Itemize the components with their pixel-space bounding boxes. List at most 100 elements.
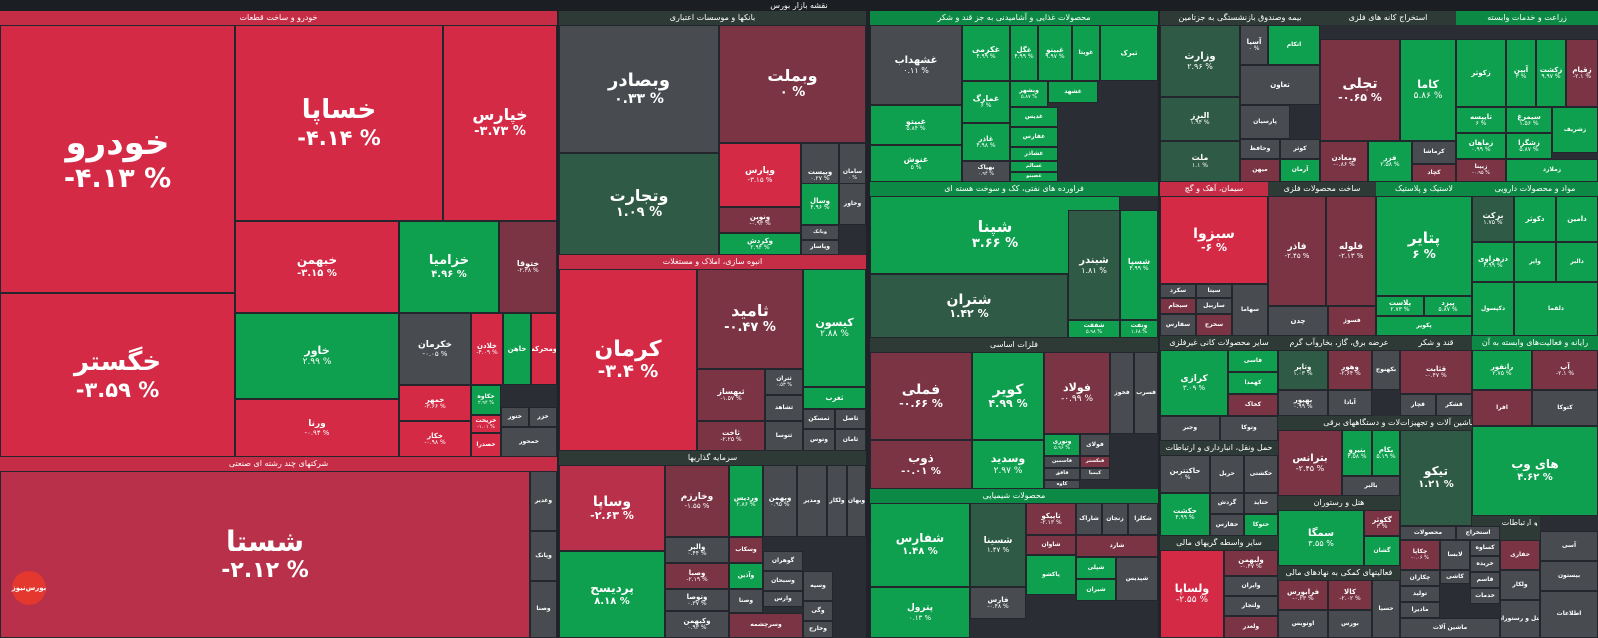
stock-tile[interactable]: قثابت -۰.۴۷ % [1400,350,1472,394]
stock-tile[interactable]: حسیا [1372,580,1400,638]
stock-tile[interactable]: سکرد [1160,284,1196,298]
sector-header[interactable]: قند و شکر [1400,336,1472,350]
stock-tile[interactable]: وسیه [803,571,833,601]
stock-tile[interactable]: ولکار [1500,570,1540,600]
stock-tile[interactable]: ولتجار [1224,596,1278,616]
stock-tile[interactable]: ذوب -۰.۰۱ % [870,440,972,489]
stock-tile[interactable]: وساپا -۲.۶۳ % [559,465,665,551]
stock-tile[interactable]: گکوثر ۳ % [1364,510,1400,536]
stock-tile[interactable]: ثمسکن [803,409,835,429]
stock-tile[interactable]: وسکاب [729,537,763,563]
stock-tile[interactable]: تولید [1400,586,1440,602]
sector-header[interactable]: لاستیک و پلاستیک [1376,182,1472,196]
stock-tile[interactable]: وایران [1224,576,1278,596]
stock-tile[interactable]: حفاری [1500,540,1540,570]
stock-tile[interactable]: زقیام -۲.۱ % [1566,39,1598,107]
stock-tile[interactable]: های وب ۴.۶۲ % [1472,426,1598,516]
stock-tile[interactable]: وصبا -۲.۱۹ % [665,563,729,589]
stock-tile[interactable]: شسپا ۴.۹۹ % [1120,210,1158,320]
stock-tile[interactable]: خدمات [1470,588,1500,604]
stock-tile[interactable]: کساوه [1470,540,1500,556]
stock-tile[interactable]: غشهداب ۰.۱۱ % [870,25,962,105]
stock-tile[interactable]: خمحور [501,427,557,457]
stock-tile[interactable]: غصینو [1010,172,1058,182]
stock-tile[interactable]: اوتوبس [1278,610,1328,638]
stock-tile[interactable]: فرابورس -۰.۲۳ % [1278,580,1328,610]
stock-tile[interactable]: فولاد -۰.۹۹ % [1044,352,1110,434]
stock-tile[interactable]: سیمرغ ۱.۵۶ % [1506,107,1552,133]
stock-tile[interactable]: ثغرب [803,387,866,409]
stock-tile[interactable]: وتوصا ۰.۳۷ % [665,589,729,611]
sector-header[interactable]: انبوه سازی، املاک و مستغلات [559,255,866,269]
stock-tile[interactable]: خبهمن -۳.۱۵ % [235,221,399,313]
sector-header[interactable]: حمل ونقل، انبارداری و ارتباطات [1160,441,1278,455]
stock-tile[interactable]: قاسم [1470,572,1500,588]
stock-tile[interactable]: چکاران [1400,570,1440,586]
stock-tile[interactable]: سیتا [1196,284,1232,298]
sector-header[interactable]: سایر محصولات کانی غیرفلزی [1160,336,1278,350]
stock-tile[interactable]: وپانک [530,531,557,581]
stock-tile[interactable]: آپ -۲.۱ % [1532,350,1598,390]
stock-tile[interactable]: خکرمان -۰.۰۵ % [399,313,471,385]
stock-tile[interactable]: ثشاهد [765,395,803,421]
stock-tile[interactable]: افرا [1472,390,1532,426]
stock-tile[interactable]: فاذر -۲.۴۵ % [1268,196,1326,306]
stock-tile[interactable]: فملی -۰.۶۶ % [870,352,972,440]
stock-tile[interactable]: ثامید -۰.۴۷ % [697,269,803,369]
stock-tile[interactable]: وپاسار [801,240,839,255]
stock-tile[interactable]: غبیتو ۵.۸۴ % [870,105,962,145]
stock-tile[interactable]: بنیرو ۳.۵۸ % [1342,430,1372,476]
stock-tile[interactable]: شفقت ۵.۹۸ % [1068,320,1120,338]
stock-tile[interactable]: استخراج [1456,526,1500,540]
stock-tile[interactable]: لابسا [1440,540,1470,570]
stock-tile[interactable]: خریخت -۱.۰۱ % [471,415,501,433]
stock-tile[interactable]: ثبهساز -۱.۵۷ % [697,369,765,421]
stock-tile[interactable]: میهن [1240,159,1280,182]
stock-tile[interactable]: ثامان [835,429,866,451]
stock-tile[interactable]: حاکتترین ۰ % [1160,455,1210,493]
stock-tile[interactable]: کرازی ۳.۰۹ % [1160,350,1228,416]
stock-tile[interactable]: ملت ۱.۱ % [1160,141,1240,182]
stock-tile[interactable]: غویتا [1072,25,1100,81]
stock-tile[interactable]: ثاخت -۲.۲۵ % [697,421,765,451]
stock-tile[interactable]: غمارگ ۶ % [962,81,1010,123]
stock-tile[interactable]: فاسی [1228,350,1278,372]
stock-tile[interactable]: غشاذر [1010,147,1058,161]
stock-tile[interactable]: فسوژ [1328,306,1376,336]
stock-tile[interactable]: دزهراوی ۴.۹۹ % [1472,242,1514,282]
stock-tile[interactable]: خزامیا ۴.۹۶ % [399,221,499,313]
stock-tile[interactable]: حتوکا [1244,514,1278,536]
stock-tile[interactable]: ولغدر [1224,616,1278,638]
stock-tile[interactable]: ومدیر [797,465,827,537]
stock-tile[interactable]: وسرچشمه [729,613,803,638]
stock-tile[interactable]: وگی [803,601,833,621]
stock-tile[interactable]: بهپاک ۰.۹۴ % [962,161,1010,182]
sector-header[interactable]: هتل و رستوران [1278,496,1400,510]
stock-tile[interactable]: ورنا -۰.۹۴ % [235,399,399,457]
stock-tile[interactable]: غنوش ۵ % [870,145,962,182]
stock-tile[interactable]: گردش [1210,493,1244,514]
stock-tile[interactable]: آسیا ۰ % [1240,25,1268,65]
stock-tile[interactable]: سمگا ۳.۵۵ % [1278,510,1364,566]
stock-tile[interactable]: فنکستر [1080,456,1110,468]
stock-tile[interactable]: غگل ۴.۹۹ % [1010,25,1038,81]
stock-tile[interactable]: وپارس -۳.۱۵ % [719,143,801,207]
stock-tile[interactable]: ونفت ۱.۶۸ % [1120,320,1158,338]
stock-tile[interactable]: زماهان ۰.۹۹ % [1456,133,1506,159]
stock-tile[interactable]: غفارس [1010,127,1058,147]
stock-tile[interactable]: حتاید [1244,493,1278,514]
sector-header[interactable]: استخراج کانه های فلزی [1320,11,1456,25]
stock-tile[interactable]: پکویر [1376,316,1472,336]
stock-tile[interactable]: شپلی [1076,557,1116,579]
stock-tile[interactable]: ختور [501,407,529,427]
stock-tile[interactable]: تعاون [1240,65,1320,105]
stock-tile[interactable]: وتجارت ۱.۰۹ % [559,153,719,255]
stock-tile[interactable]: قشکر [1436,394,1472,416]
stock-tile[interactable]: دکوثر [1514,196,1556,242]
stock-tile[interactable]: خساپا -۴.۱۴ % [235,25,443,221]
stock-tile[interactable]: ماشین آلات [1400,618,1500,638]
stock-tile[interactable]: حکشتی [1244,455,1278,493]
stock-tile[interactable]: بالبر [1342,476,1400,496]
stock-tile[interactable]: اطلاعات [1540,591,1598,638]
stock-tile[interactable]: شپدیس [1116,557,1158,601]
